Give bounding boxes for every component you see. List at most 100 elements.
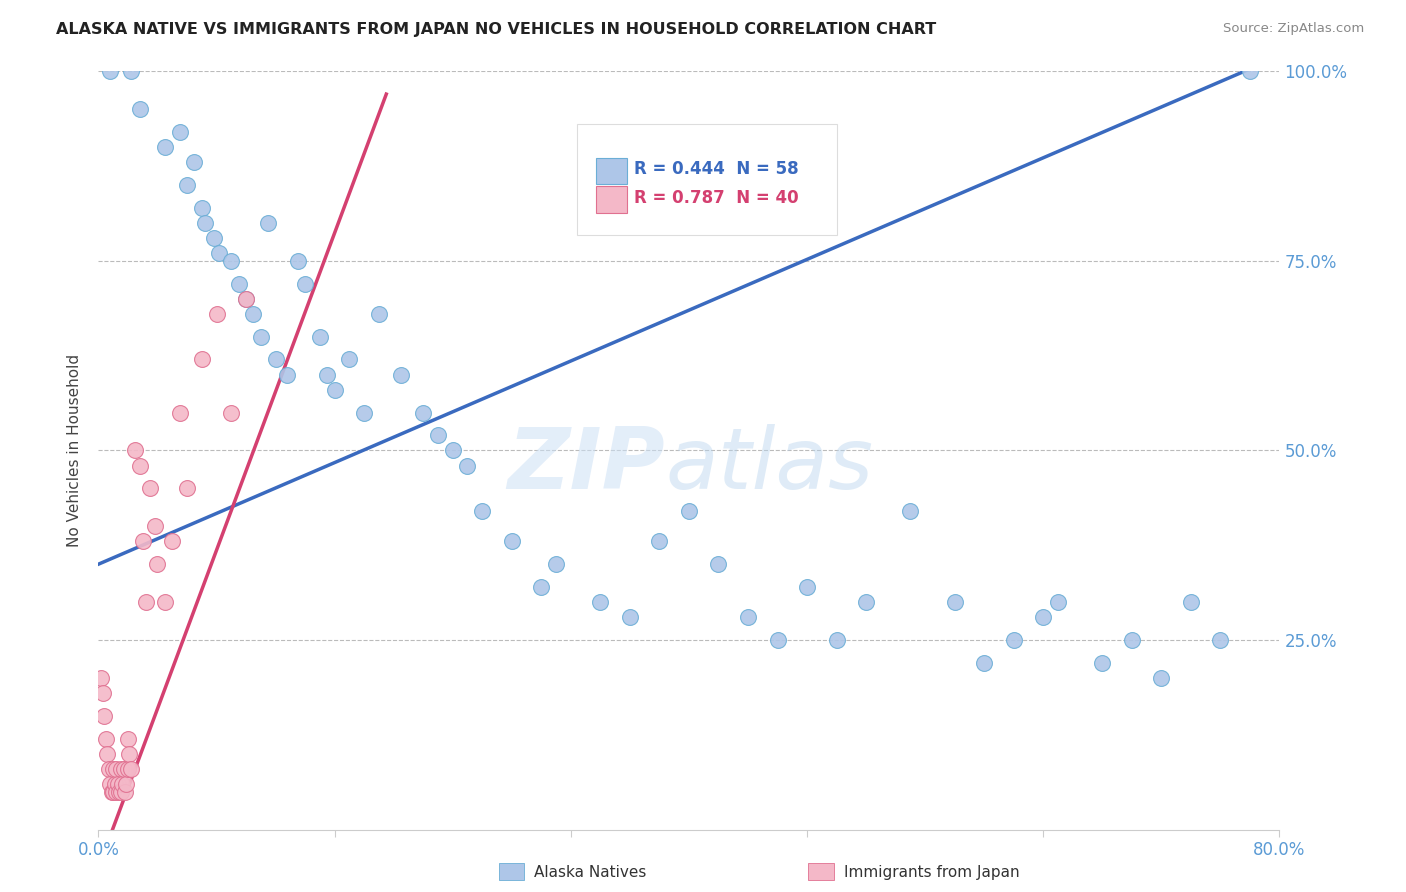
Point: [169, 125, 191, 139]
Point: [143, 519, 166, 533]
Point: [264, 352, 287, 367]
Point: [323, 383, 346, 397]
Point: [176, 482, 198, 496]
Point: [648, 534, 671, 549]
Point: [146, 557, 169, 572]
Point: [194, 216, 217, 230]
Text: R = 0.444  N = 58: R = 0.444 N = 58: [634, 161, 799, 178]
Point: [105, 785, 128, 799]
Text: Source: ZipAtlas.com: Source: ZipAtlas.com: [1223, 22, 1364, 36]
Point: [678, 504, 700, 518]
Point: [135, 595, 157, 609]
Point: [108, 785, 131, 799]
Point: [1002, 633, 1025, 648]
Point: [1150, 671, 1173, 685]
Point: [128, 458, 150, 473]
Point: [90, 671, 112, 685]
Point: [114, 785, 136, 799]
Point: [115, 777, 138, 791]
Point: [153, 140, 176, 154]
Point: [796, 580, 818, 594]
Point: [1180, 595, 1202, 609]
Point: [112, 762, 135, 776]
Text: R = 0.787  N = 40: R = 0.787 N = 40: [634, 189, 799, 207]
Point: [153, 595, 176, 609]
Point: [1091, 656, 1114, 670]
Point: [619, 610, 641, 624]
Y-axis label: No Vehicles in Household: No Vehicles in Household: [67, 354, 83, 547]
Point: [228, 277, 250, 291]
Text: Alaska Natives: Alaska Natives: [534, 865, 647, 880]
Point: [202, 231, 225, 245]
Point: [471, 504, 494, 518]
Point: [287, 253, 309, 268]
Point: [1239, 64, 1261, 78]
Point: [242, 307, 264, 321]
Point: [93, 708, 115, 723]
Point: [589, 595, 612, 609]
Point: [973, 656, 995, 670]
Point: [501, 534, 523, 549]
Point: [110, 785, 132, 799]
Point: [309, 330, 332, 344]
Point: [104, 777, 127, 791]
Point: [339, 352, 361, 367]
Point: [120, 762, 142, 776]
Point: [294, 277, 316, 291]
Point: [825, 633, 848, 648]
Point: [183, 155, 205, 169]
Point: [221, 253, 243, 268]
Point: [94, 731, 117, 746]
Point: [353, 405, 375, 420]
Point: [111, 777, 134, 791]
Point: [124, 443, 146, 458]
Point: [98, 64, 121, 78]
Point: [100, 785, 122, 799]
Point: [117, 762, 139, 776]
Text: Immigrants from Japan: Immigrants from Japan: [844, 865, 1019, 880]
Point: [389, 368, 412, 382]
Text: atlas: atlas: [665, 424, 873, 508]
Point: [1121, 633, 1143, 648]
Point: [191, 352, 214, 367]
Point: [120, 64, 142, 78]
Point: [191, 201, 214, 215]
Point: [235, 292, 257, 306]
Point: [103, 762, 125, 776]
Point: [105, 762, 128, 776]
Point: [118, 747, 141, 761]
Point: [139, 482, 162, 496]
Point: [427, 428, 450, 442]
Point: [205, 307, 228, 321]
Point: [98, 777, 121, 791]
Point: [128, 103, 150, 117]
Point: [117, 731, 139, 746]
Point: [855, 595, 877, 609]
Text: ZIP: ZIP: [508, 424, 665, 508]
Point: [1209, 633, 1232, 648]
Point: [943, 595, 966, 609]
Point: [316, 368, 339, 382]
Text: ALASKA NATIVE VS IMMIGRANTS FROM JAPAN NO VEHICLES IN HOUSEHOLD CORRELATION CHAR: ALASKA NATIVE VS IMMIGRANTS FROM JAPAN N…: [56, 22, 936, 37]
Point: [276, 368, 298, 382]
Point: [257, 216, 280, 230]
Point: [176, 178, 198, 193]
Point: [737, 610, 759, 624]
Point: [707, 557, 730, 572]
Point: [530, 580, 553, 594]
Point: [766, 633, 789, 648]
Point: [250, 330, 273, 344]
Point: [546, 557, 568, 572]
Point: [441, 443, 464, 458]
Point: [110, 762, 132, 776]
Point: [96, 747, 118, 761]
Point: [107, 777, 129, 791]
Point: [169, 405, 191, 420]
Point: [103, 785, 125, 799]
Point: [208, 246, 231, 260]
Point: [132, 534, 155, 549]
Point: [97, 762, 120, 776]
Point: [162, 534, 183, 549]
Point: [221, 405, 243, 420]
Point: [91, 686, 114, 700]
